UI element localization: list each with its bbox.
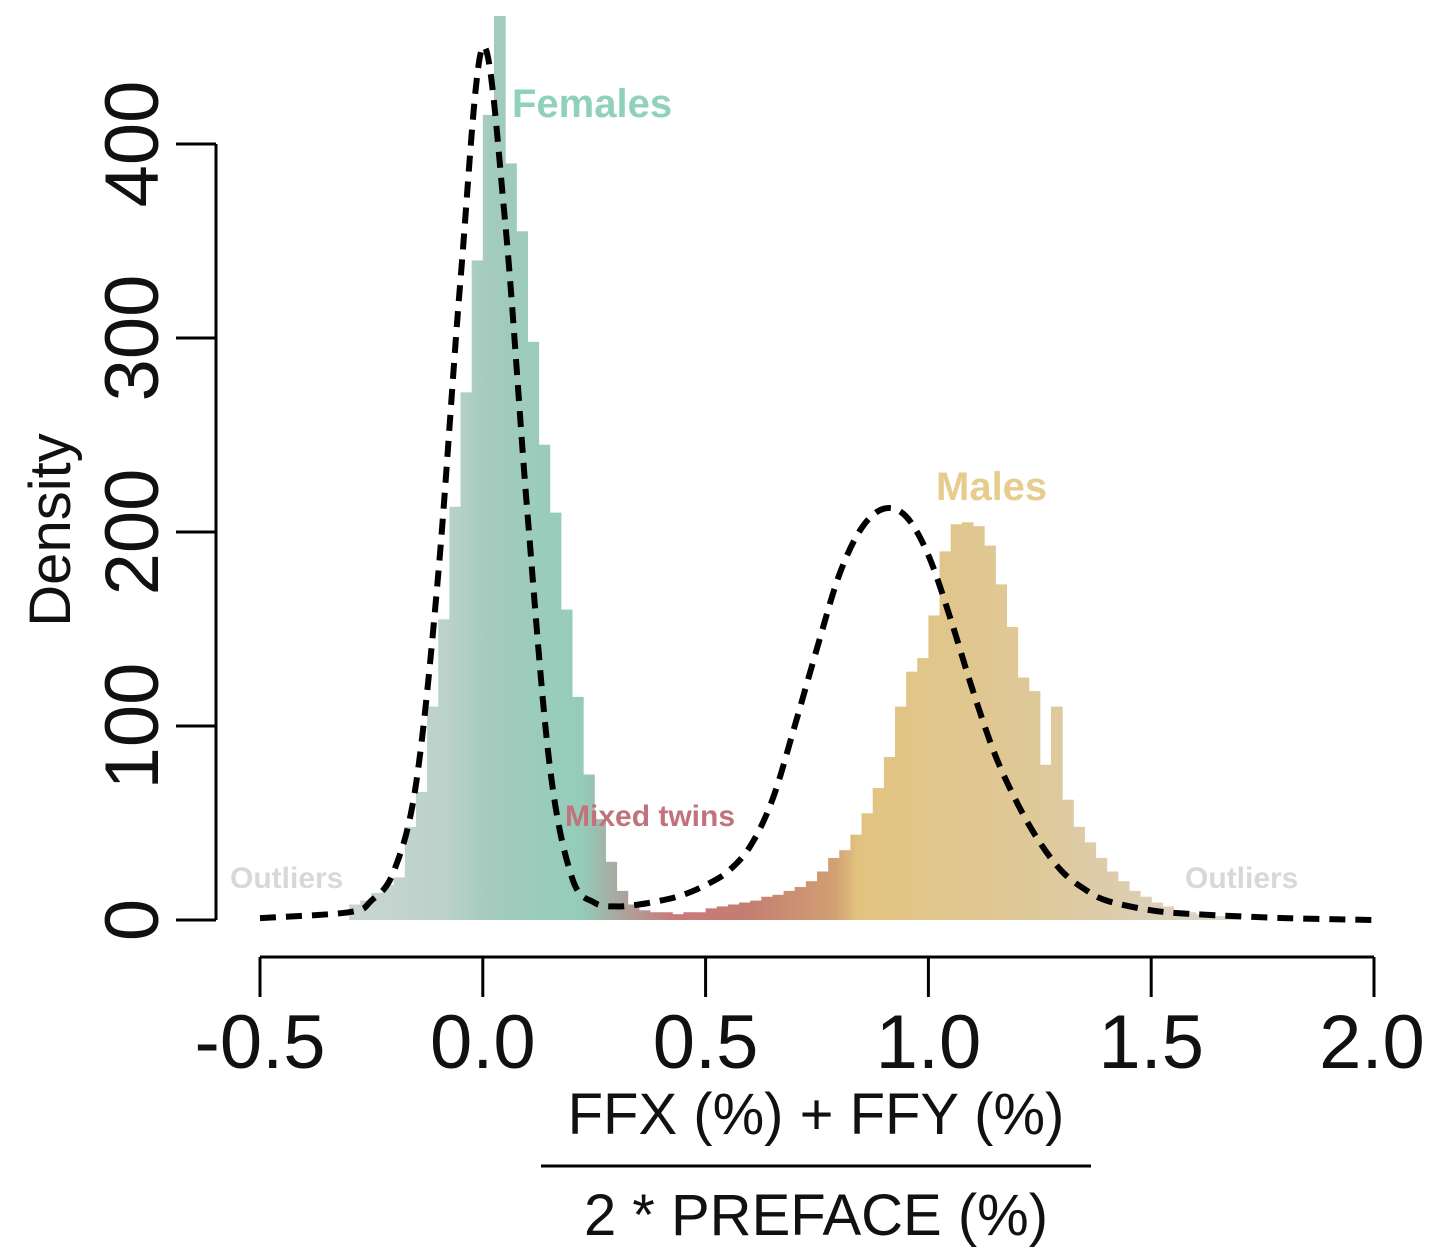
histogram-bar — [672, 914, 684, 920]
histogram-bar — [1062, 799, 1074, 920]
histogram-bar — [505, 163, 517, 920]
histogram-bar — [1039, 764, 1052, 920]
histogram-bar — [1073, 826, 1085, 920]
x-tick-label: 0.0 — [430, 1000, 536, 1085]
histogram-bar — [883, 757, 896, 920]
histogram-bar — [939, 551, 952, 920]
histogram-bar — [471, 260, 484, 920]
histogram-bar — [917, 658, 929, 920]
histogram-bar — [449, 506, 462, 920]
histogram-bar — [1140, 896, 1152, 920]
histogram-bar — [683, 912, 696, 920]
y-axis-title: Density — [18, 433, 83, 626]
x-tick-label: 2.0 — [1319, 1000, 1425, 1085]
x-tick-label: 0.5 — [653, 1000, 759, 1085]
histogram-bar — [1218, 916, 1230, 920]
y-tick-label: 200 — [90, 469, 175, 596]
histogram-bar — [727, 904, 740, 920]
histogram-bar — [817, 871, 829, 920]
histogram-bar — [571, 696, 584, 920]
histogram-bar — [839, 850, 852, 920]
y-tick-label: 100 — [90, 663, 175, 790]
histogram-bar — [393, 877, 406, 920]
histogram-bar — [1162, 906, 1175, 920]
histogram-bar — [427, 706, 439, 920]
histogram-bar — [638, 910, 651, 920]
x-axis-title-denominator: 2 * PREFACE (%) — [584, 1183, 1048, 1248]
histogram-bar — [1050, 706, 1063, 920]
histogram-bar — [438, 619, 450, 920]
histogram-bar — [516, 231, 528, 921]
histogram-bar — [1028, 691, 1041, 920]
histogram-bar — [772, 894, 785, 920]
annotation-outliers-right: Outliers — [1185, 862, 1298, 895]
x-tick-label: -0.5 — [195, 1000, 326, 1085]
histogram-bar — [894, 706, 907, 920]
x-tick-label: 1.5 — [1098, 1000, 1204, 1085]
histogram-bar — [1017, 677, 1030, 920]
annotation-outliers-left: Outliers — [230, 862, 343, 895]
histogram-bar — [1095, 857, 1108, 920]
histogram-bar — [583, 774, 595, 920]
y-axis-ticks: 0 100 200 300 400 — [90, 81, 216, 941]
histogram-bar — [460, 392, 473, 920]
histogram-bar — [995, 584, 1007, 920]
histogram-bar — [961, 522, 974, 920]
histogram-bar — [750, 900, 762, 920]
x-axis-title-numerator: FFX (%) + FFY (%) — [568, 1082, 1065, 1147]
histogram-bar — [1117, 881, 1130, 920]
histogram-bar — [716, 906, 729, 920]
histogram-bar — [527, 341, 540, 920]
histogram-bar — [828, 857, 840, 920]
histogram-bar — [382, 885, 395, 920]
histogram-bar — [538, 444, 551, 920]
y-tick-label: 0 — [90, 899, 175, 941]
y-axis: 0 100 200 300 400 — [90, 81, 218, 941]
histogram-bar — [1184, 912, 1197, 920]
histogram-bar — [1006, 627, 1019, 920]
histogram-bar — [850, 834, 863, 920]
histogram-bar — [649, 912, 662, 920]
histogram-bar — [349, 904, 361, 920]
histogram-bar — [761, 896, 774, 920]
histogram-bar — [705, 908, 718, 920]
histogram-bar — [1084, 842, 1097, 920]
histogram-bar — [694, 912, 707, 920]
histogram-bar — [950, 524, 963, 920]
histogram-bar — [972, 526, 985, 920]
histogram-bar — [928, 615, 941, 920]
y-tick-label: 400 — [90, 81, 175, 208]
histogram-bar — [415, 791, 428, 920]
histogram-bar — [627, 904, 640, 920]
x-tick-label: 1.0 — [876, 1000, 982, 1085]
histogram-bar — [661, 912, 673, 920]
x-axis-ticks: -0.5 0.0 0.5 1.0 1.5 2.0 — [195, 957, 1425, 1085]
histogram-bar — [482, 114, 495, 920]
histogram-bar — [549, 512, 562, 920]
histogram-bar — [493, 15, 506, 920]
annotation-females: Females — [512, 82, 672, 126]
histogram-bar — [794, 887, 807, 920]
histogram-bar — [1106, 871, 1119, 920]
histogram-bar — [605, 861, 618, 920]
histogram-bar — [805, 881, 818, 920]
y-tick-label: 300 — [90, 275, 175, 402]
x-axis: -0.5 0.0 0.5 1.0 1.5 2.0 — [195, 955, 1425, 1085]
histogram-bar — [872, 788, 885, 920]
density-curve — [259, 43, 1375, 923]
histogram-bar — [783, 890, 796, 920]
histogram-bar — [861, 813, 874, 920]
histogram-bar — [560, 609, 573, 920]
histogram-bar — [906, 671, 918, 920]
histogram-bar — [404, 826, 417, 920]
annotation-mixed-twins: Mixed twins — [565, 800, 735, 833]
histogram-bar — [594, 819, 606, 920]
annotation-males: Males — [936, 465, 1047, 509]
histogram-bar — [739, 902, 751, 920]
histogram-bar — [371, 892, 384, 920]
histogram-bars — [349, 15, 1241, 921]
